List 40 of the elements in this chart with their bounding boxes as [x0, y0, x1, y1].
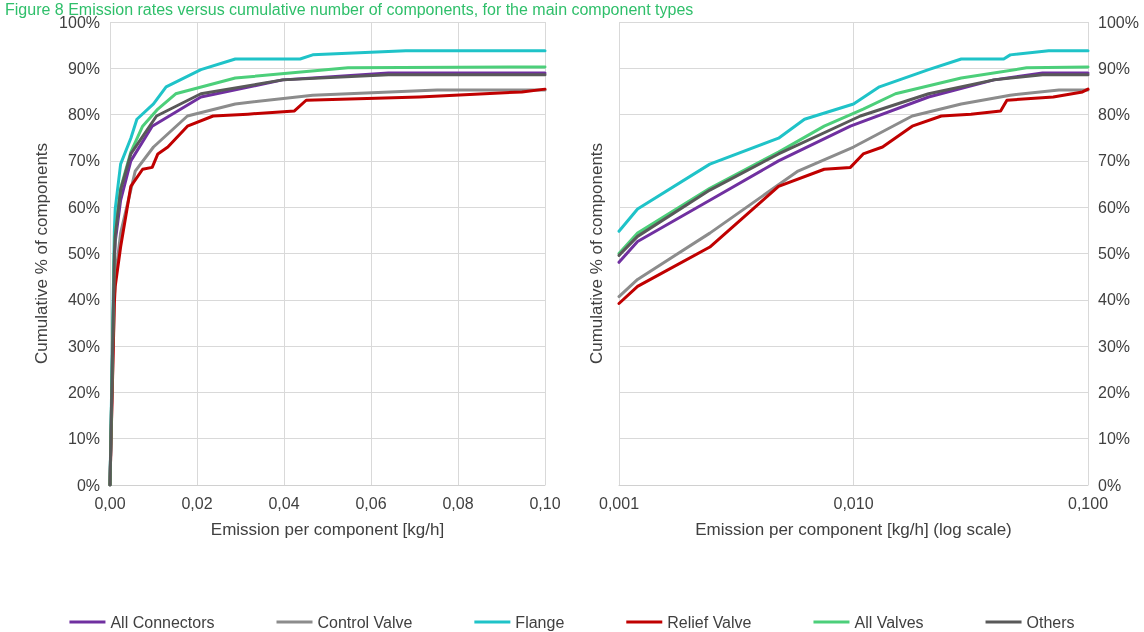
y-tick-label: 30%	[67, 337, 100, 355]
legend-label: Control Valve	[317, 613, 413, 631]
y-tick-label: 90%	[67, 59, 100, 77]
x-tick-label: 0,06	[355, 494, 387, 512]
legend-label: Flange	[515, 613, 565, 631]
y2-tick-label: 70%	[1098, 152, 1131, 170]
y-tick-label: 80%	[67, 106, 100, 124]
y2-tick-label: 20%	[1098, 383, 1131, 401]
x-tick-label: 0,08	[442, 494, 474, 512]
y-tick-label: 20%	[67, 383, 100, 401]
x-axis-title: Emission per component [kg/h] (log scale)	[695, 520, 1012, 539]
y2-tick-label: 100%	[1098, 13, 1139, 31]
x-axis-title: Emission per component [kg/h]	[210, 520, 445, 539]
x-tick-label: 0,001	[598, 494, 640, 512]
y-tick-label: 70%	[67, 152, 100, 170]
legend-label: Others	[1026, 613, 1075, 631]
y-tick-label: 60%	[67, 198, 100, 216]
y2-tick-label: 90%	[1098, 59, 1131, 77]
y2-tick-label: 30%	[1098, 337, 1131, 355]
x-tick-label: 0,010	[833, 494, 874, 512]
y2-tick-label: 50%	[1098, 245, 1131, 262]
y2-tick-label: 40%	[1098, 291, 1131, 309]
y-axis-title: Cumulative % of components	[587, 142, 606, 365]
x-tick-label: 0,10	[529, 494, 561, 512]
y2-tick-label: 10%	[1098, 430, 1131, 448]
y2-tick-label: 0%	[1098, 476, 1122, 494]
y-tick-label: 10%	[67, 430, 100, 448]
x-tick-label: 0,02	[181, 494, 213, 512]
x-tick-label: 0,04	[268, 494, 300, 512]
legend-label: All Valves	[854, 613, 924, 631]
x-tick-label: 0,100	[1067, 494, 1109, 512]
legend-label: Relief Valve	[667, 613, 752, 631]
x-tick-label: 0,00	[94, 494, 126, 512]
y-tick-label: 40%	[67, 291, 100, 309]
y2-tick-label: 80%	[1098, 106, 1131, 124]
y-tick-label: 0%	[76, 476, 100, 494]
legend-label: All Connectors	[110, 613, 215, 631]
y-axis-title: Cumulative % of components	[32, 142, 51, 365]
y2-tick-label: 60%	[1098, 198, 1131, 216]
y-tick-label: 50%	[67, 245, 100, 262]
